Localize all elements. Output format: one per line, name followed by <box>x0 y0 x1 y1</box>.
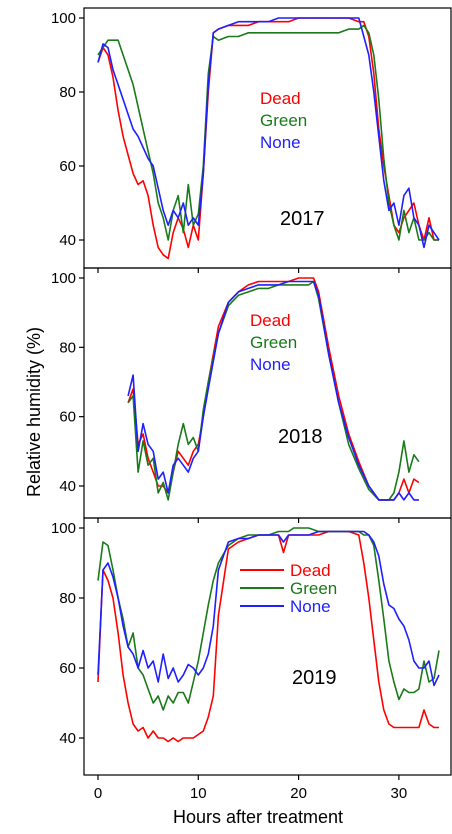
series-line-none <box>97 17 440 249</box>
series-line-dead <box>97 530 439 743</box>
x-tick-label: 10 <box>190 785 207 802</box>
y-tick-label: 80 <box>59 339 76 356</box>
panel-frame <box>83 517 452 776</box>
legend-dead: Dead <box>250 311 291 330</box>
panel-frame <box>83 267 452 519</box>
series-line-green <box>97 24 439 241</box>
x-axis-title: Hours after treatment <box>173 807 343 827</box>
x-tick-label: 20 <box>290 785 307 802</box>
x-tick-label: 30 <box>391 785 408 802</box>
legend-green: Green <box>250 333 297 352</box>
legend-green: Green <box>260 111 307 130</box>
legend-green: Green <box>290 579 337 598</box>
y-tick-label: 60 <box>59 660 76 677</box>
y-tick-label: 100 <box>51 270 76 287</box>
y-tick-label: 80 <box>59 590 76 607</box>
x-tick-label: 0 <box>94 785 102 802</box>
year-label: 2019 <box>292 667 337 689</box>
y-tick-label: 80 <box>59 84 76 101</box>
y-tick-label: 100 <box>51 520 76 537</box>
legend-none: None <box>290 597 331 616</box>
panels: 406080100DeadGreenNone2017406080100DeadG… <box>51 7 452 802</box>
y-tick-label: 60 <box>59 158 76 175</box>
series-line-green <box>97 527 440 711</box>
legend-dead: Dead <box>290 561 331 580</box>
year-label: 2018 <box>278 426 323 448</box>
y-axis-title: Relative humidity (%) <box>24 327 44 497</box>
panel-2018: 40 60 80 100 Dead Green None 2018 <box>51 267 452 523</box>
y-tick-label: 40 <box>59 232 76 249</box>
legend-none: None <box>250 355 291 374</box>
legend-none: None <box>260 133 301 152</box>
y-tick-label: 40 <box>59 478 76 495</box>
panel-2017: 40 60 80 100 Dead Green None 2017 <box>51 7 452 273</box>
y-tick-label: 100 <box>51 10 76 27</box>
series-line-none <box>127 280 419 501</box>
series-line-none <box>97 530 440 687</box>
y-tick-label: 40 <box>59 730 76 747</box>
year-label: 2017 <box>280 208 325 230</box>
y-tick-label: 60 <box>59 409 76 426</box>
legend-dead: Dead <box>260 89 301 108</box>
